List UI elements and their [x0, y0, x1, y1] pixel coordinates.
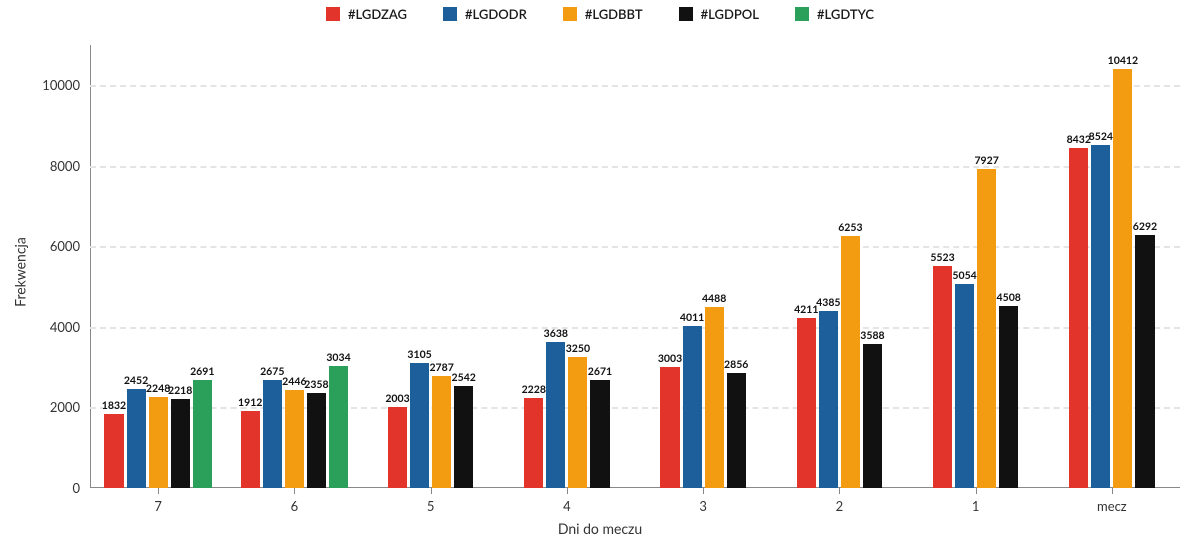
y-tick-label: 0: [35, 480, 80, 496]
bar[interactable]: 2248: [149, 397, 168, 488]
bar[interactable]: 2671: [590, 380, 609, 488]
bar[interactable]: 2358: [307, 393, 326, 488]
chart-legend: #LGDZAG #LGDODR #LGDBBT #LGDPOL #LGDTYC: [0, 6, 1200, 24]
bar[interactable]: 3034: [329, 366, 348, 488]
x-tick: [431, 488, 432, 494]
bar-group: 42228363832502671: [499, 45, 635, 488]
bar[interactable]: 3003: [660, 367, 679, 488]
bar-group: 52003310527872542: [363, 45, 499, 488]
bar-group: 718322452224822182691: [90, 45, 226, 488]
x-tick: [567, 488, 568, 494]
bar[interactable]: 2542: [454, 386, 473, 488]
legend-label: #LGDZAG: [348, 6, 407, 22]
legend-label: #LGDTYC: [817, 6, 874, 22]
x-tick: [703, 488, 704, 494]
legend-label: #LGDODR: [465, 6, 527, 22]
y-tick-label: 4000: [35, 319, 80, 335]
legend-item[interactable]: #LGDODR: [443, 6, 527, 22]
bar[interactable]: 2003: [388, 407, 407, 488]
bar-value-label: 6292: [1126, 221, 1164, 233]
bar[interactable]: 8432: [1069, 148, 1088, 488]
bar[interactable]: 10412: [1113, 69, 1132, 488]
legend-label: #LGDBBT: [585, 6, 643, 22]
x-category-label: 5: [363, 498, 499, 514]
bar[interactable]: 4211: [797, 318, 816, 488]
x-category-label: 4: [499, 498, 635, 514]
bar[interactable]: 2446: [285, 390, 304, 489]
x-category-label: 7: [90, 498, 226, 514]
legend-swatch: [795, 7, 809, 21]
legend-swatch: [563, 7, 577, 21]
bar[interactable]: 4385: [819, 311, 838, 488]
bar[interactable]: 4508: [999, 306, 1018, 488]
bar-group: mecz84328524104126292: [1044, 45, 1180, 488]
bar-value-label: 4488: [695, 293, 733, 305]
bar[interactable]: 2228: [524, 398, 543, 488]
bar[interactable]: 2452: [127, 389, 146, 488]
bar-value-label: 2671: [581, 366, 619, 378]
bar[interactable]: 4011: [683, 326, 702, 488]
legend-item[interactable]: #LGDTYC: [795, 6, 874, 22]
bar[interactable]: 6292: [1135, 235, 1154, 488]
legend-item[interactable]: #LGDBBT: [563, 6, 643, 22]
y-tick-label: 6000: [35, 238, 80, 254]
x-tick: [158, 488, 159, 494]
legend-item[interactable]: #LGDPOL: [679, 6, 759, 22]
legend-swatch: [326, 7, 340, 21]
bar[interactable]: 3588: [863, 344, 882, 488]
x-category-label: 6: [226, 498, 362, 514]
bar-group: 24211438562533588: [771, 45, 907, 488]
bar-value-label: 3250: [559, 343, 597, 355]
bar[interactable]: 2218: [171, 399, 190, 488]
legend-item[interactable]: #LGDZAG: [326, 6, 407, 22]
bar-value-label: 2542: [445, 372, 483, 384]
bar[interactable]: 2691: [193, 380, 212, 488]
bar[interactable]: 5054: [955, 284, 974, 488]
y-tick-label: 2000: [35, 399, 80, 415]
y-axis-label: Frekwencja: [12, 237, 29, 307]
bar-group: 33003401144882856: [635, 45, 771, 488]
bar[interactable]: 1912: [241, 411, 260, 488]
bar[interactable]: 3638: [546, 342, 565, 489]
y-tick-label: 8000: [35, 158, 80, 174]
bar-group: 15523505479274508: [908, 45, 1044, 488]
legend-swatch: [679, 7, 693, 21]
bar-value-label: 5523: [923, 252, 961, 264]
bar-value-label: 6253: [831, 222, 869, 234]
bar[interactable]: 2787: [432, 376, 451, 488]
bar-value-label: 2856: [717, 359, 755, 371]
x-category-label: 2: [771, 498, 907, 514]
plot-area: 0200040006000800010000718322452224822182…: [90, 45, 1180, 488]
bar[interactable]: 1832: [104, 414, 123, 488]
bar-value-label: 10412: [1104, 55, 1142, 67]
x-tick: [976, 488, 977, 494]
x-tick: [839, 488, 840, 494]
bar-value-label: 3034: [319, 352, 357, 364]
legend-label: #LGDPOL: [701, 6, 759, 22]
x-tick: [294, 488, 295, 494]
bar-value-label: 3588: [853, 330, 891, 342]
bar-value-label: 3105: [401, 349, 439, 361]
bar[interactable]: 5523: [933, 266, 952, 488]
x-tick: [1112, 488, 1113, 494]
bar[interactable]: 2856: [727, 373, 746, 488]
bar[interactable]: 4488: [705, 307, 724, 488]
bar[interactable]: 7927: [977, 169, 996, 488]
bar-group: 619122675244623583034: [226, 45, 362, 488]
x-axis-label: Dni do meczu: [0, 520, 1200, 537]
x-category-label: 1: [908, 498, 1044, 514]
bar[interactable]: 6253: [841, 236, 860, 488]
bar[interactable]: 3105: [410, 363, 429, 488]
legend-swatch: [443, 7, 457, 21]
x-category-label: 3: [635, 498, 771, 514]
bar[interactable]: 8524: [1091, 145, 1110, 488]
bar-value-label: 3638: [537, 328, 575, 340]
chart-container: #LGDZAG #LGDODR #LGDBBT #LGDPOL #LGDTYC Frek…: [0, 0, 1200, 543]
bar-value-label: 4508: [990, 292, 1028, 304]
bar[interactable]: 2675: [263, 380, 282, 488]
y-tick-label: 10000: [35, 77, 80, 93]
bar-value-label: 7927: [968, 155, 1006, 167]
bar-value-label: 2691: [183, 366, 221, 378]
x-category-label: mecz: [1044, 498, 1180, 514]
